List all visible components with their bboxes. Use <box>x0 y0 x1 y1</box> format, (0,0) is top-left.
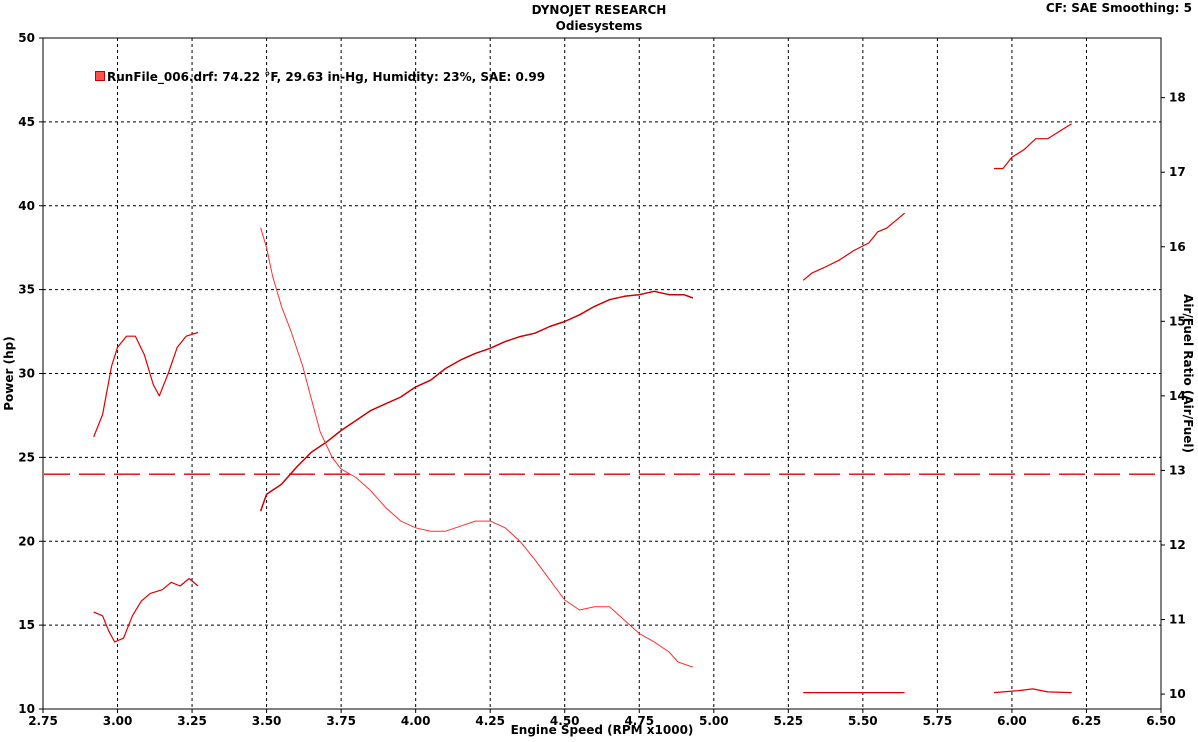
power-curve <box>259 290 694 512</box>
x-tick-label: 5.25 <box>774 714 804 728</box>
torque-curve <box>260 227 694 668</box>
y-tick-label: 30 <box>18 367 35 381</box>
y2-tick-label: 18 <box>1169 91 1186 105</box>
y2-tick-label: 10 <box>1169 687 1186 701</box>
x-tick-label: 5.00 <box>699 714 729 728</box>
y2-tick-label: 17 <box>1169 165 1186 179</box>
x-tick-label: 6.25 <box>1072 714 1102 728</box>
y-tick-label: 20 <box>18 534 35 548</box>
x-tick-label: 6.00 <box>997 714 1027 728</box>
y-tick-label: 45 <box>18 115 35 129</box>
y-tick-label: 10 <box>18 702 35 716</box>
x-tick-label: 3.50 <box>252 714 282 728</box>
x-tick-label: 6.50 <box>1146 714 1176 728</box>
x-tick-label: 3.75 <box>326 714 356 728</box>
y2-tick-label: 15 <box>1169 314 1186 328</box>
afr-curve <box>93 331 199 438</box>
legend-swatch <box>95 71 105 81</box>
x-tick-label: 4.50 <box>550 714 580 728</box>
y2-tick-label: 16 <box>1169 240 1186 254</box>
legend-label[interactable]: RunFile_006.drf: 74.22 °F, 29.63 in-Hg, … <box>107 70 546 84</box>
x-tick-label: 4.75 <box>624 714 654 728</box>
x-tick-label: 2.75 <box>28 714 58 728</box>
afr-curve <box>802 212 905 281</box>
x-tick-label: 3.00 <box>103 714 133 728</box>
x-tick-label: 3.25 <box>177 714 207 728</box>
grid <box>43 38 1161 709</box>
y-tick-label: 50 <box>18 31 35 45</box>
y2-axis-ticks: 10 11 12 13 14 15 16 17 18 <box>1161 91 1186 701</box>
y2-tick-label: 13 <box>1169 463 1186 477</box>
plot-frame <box>42 37 1162 710</box>
y-tick-label: 40 <box>18 199 35 213</box>
x-tick-label: 4.25 <box>475 714 505 728</box>
afr-curve <box>93 577 199 643</box>
y2-tick-label: 14 <box>1169 389 1186 403</box>
x-axis-ticks: 2.75 3.00 3.25 3.50 3.75 4.00 4.25 4.50 4.75 5.00… <box>28 709 1176 728</box>
y2-axis-title: Air/Fuel Ratio (Air/Fuel) <box>1181 294 1195 453</box>
y2-tick-label: 12 <box>1169 538 1186 552</box>
y-tick-label: 25 <box>18 450 35 464</box>
y2-tick-label: 11 <box>1169 613 1186 627</box>
x-tick-label: 4.00 <box>401 714 431 728</box>
chart-subtitle: Odiesystems <box>555 19 643 33</box>
x-axis-title: Engine Speed (RPM x1000) <box>511 723 694 737</box>
y-axis-ticks: 10 15 20 25 30 35 40 45 50 <box>18 31 43 716</box>
x-tick-label: 5.75 <box>923 714 953 728</box>
settings-readout: CF: SAE Smoothing: 5 <box>1045 1 1192 15</box>
series-lines <box>44 123 1160 694</box>
y-tick-label: 15 <box>18 618 35 632</box>
chart-title: DYNOJET RESEARCH <box>531 3 667 17</box>
x-tick-label: 5.50 <box>848 714 878 728</box>
y-tick-label: 35 <box>18 283 35 297</box>
y-axis-title: Power (hp) <box>2 336 16 410</box>
afr-curve <box>994 123 1072 170</box>
afr-curve <box>993 688 1072 694</box>
